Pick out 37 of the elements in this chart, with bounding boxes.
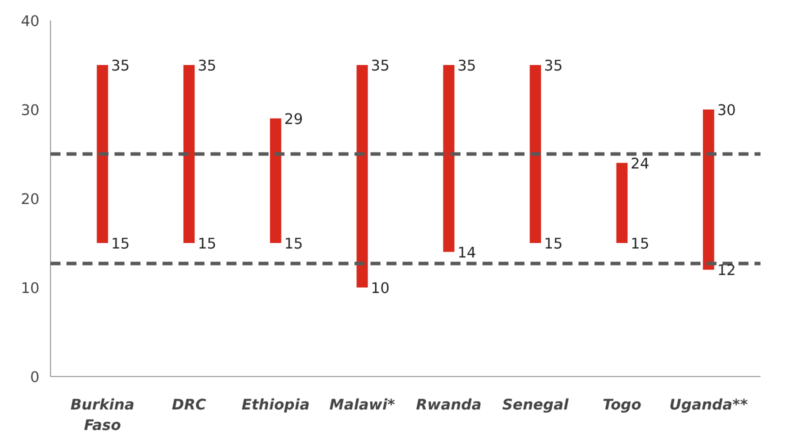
bar (702, 110, 714, 270)
annotation: 12 (717, 262, 736, 280)
x-tick-label: Senegal (502, 396, 570, 414)
annotation: 35 (111, 58, 130, 74)
x-tick-label: Malawi* (329, 396, 396, 414)
x-tick-label: Togo (602, 396, 642, 414)
bar (530, 65, 542, 243)
x-tick-label: Burkina Faso (70, 396, 134, 434)
x-tick-label: Rwanda (416, 396, 482, 414)
bar (443, 65, 454, 252)
annotation: 35 (457, 58, 476, 74)
y-tick-label: 0 (30, 369, 40, 386)
annotation: 35 (198, 58, 216, 74)
annotation: 24 (630, 155, 650, 172)
bar (183, 65, 195, 243)
annotation: 10 (370, 280, 390, 297)
annotation: 14 (457, 244, 476, 262)
annotation: 35 (370, 58, 390, 74)
annotation: 15 (284, 236, 303, 252)
annotation: 15 (198, 236, 216, 252)
bar (96, 65, 108, 243)
y-tick-label: 30 (20, 102, 40, 119)
annotation: 15 (630, 236, 650, 252)
x-tick-label: Ethiopia (242, 396, 310, 414)
y-tick-label: 20 (20, 191, 40, 208)
x-tick-label: Uganda** (669, 396, 748, 414)
bar (616, 162, 628, 243)
annotation: 15 (111, 236, 130, 252)
bar (270, 118, 282, 243)
annotation: 15 (544, 236, 563, 252)
x-tick-label: DRC (172, 396, 206, 414)
annotation: 29 (284, 110, 303, 128)
bar (356, 65, 368, 288)
y-tick-label: 40 (20, 13, 40, 30)
annotation: 30 (717, 102, 736, 119)
annotation: 35 (544, 58, 563, 74)
y-tick-label: 10 (20, 280, 40, 297)
